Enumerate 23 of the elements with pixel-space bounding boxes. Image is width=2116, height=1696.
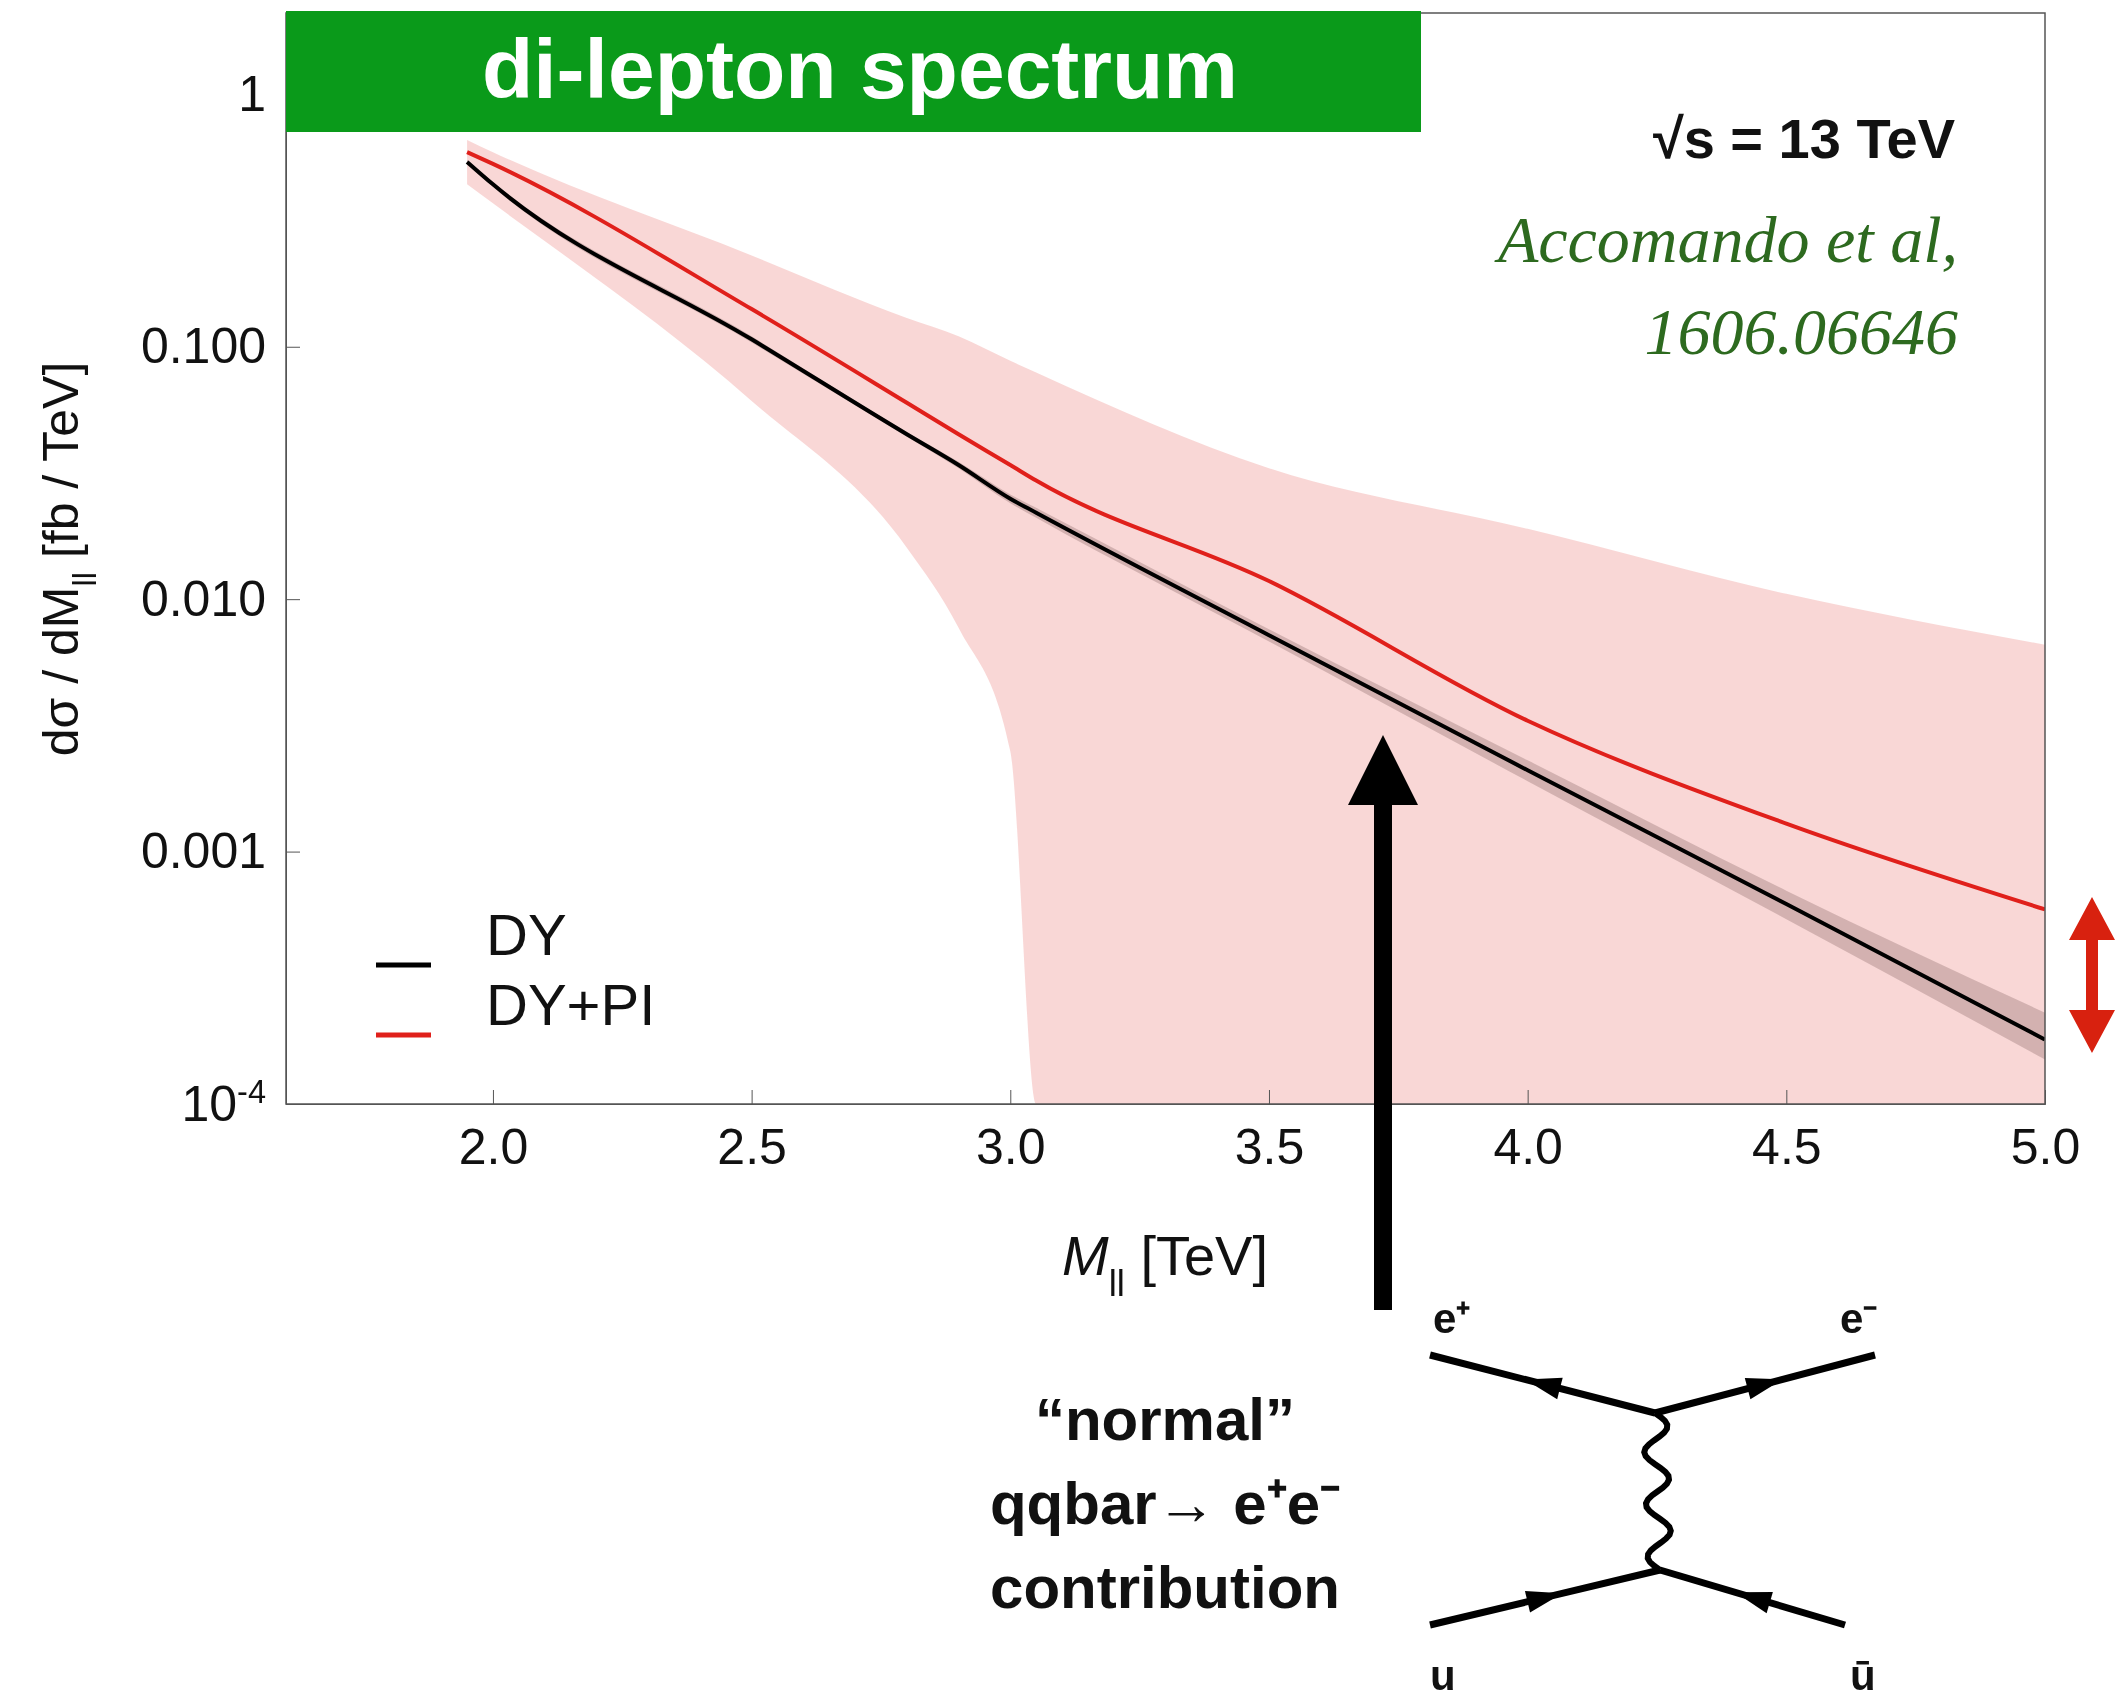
chart-title: di-lepton spectrum: [481, 22, 1239, 116]
x-tick-label: 2.5: [717, 1118, 787, 1175]
annotation: √s = 13 TeV: [1652, 107, 1955, 170]
legend-label: DY: [486, 902, 567, 967]
x-tick-label: 4.5: [1752, 1118, 1822, 1175]
legend-label: DY+PI: [486, 972, 656, 1037]
text: e⁺: [1433, 1295, 1471, 1342]
x-tick-label: 3.0: [976, 1118, 1046, 1175]
x-tick-label: 3.5: [1234, 1118, 1305, 1175]
x-axis-title: M$_{ll}$ [TeV]: [1062, 1224, 1268, 1304]
y-tick-label: 1: [238, 65, 266, 122]
y-tick-label: 0.001: [140, 823, 266, 880]
x-tick-label: 4.0: [1493, 1118, 1563, 1175]
text: ū: [1850, 1652, 1876, 1696]
y-tick-label: 10$^{-4}$: [181, 1073, 266, 1132]
x-tick-label: 2.0: [458, 1118, 529, 1175]
x-tick-label: 5.0: [2010, 1118, 2081, 1175]
annotation: Accomando et al, 1606.06646: [1493, 203, 1958, 368]
y-tick-label: 0.010: [140, 570, 266, 627]
text: e⁻: [1840, 1295, 1878, 1342]
y-tick-label: 0.100: [140, 318, 266, 375]
text: “normal” qqbar→ e⁺e⁻ contribution: [989, 1386, 1341, 1621]
text: u: [1430, 1652, 1456, 1696]
